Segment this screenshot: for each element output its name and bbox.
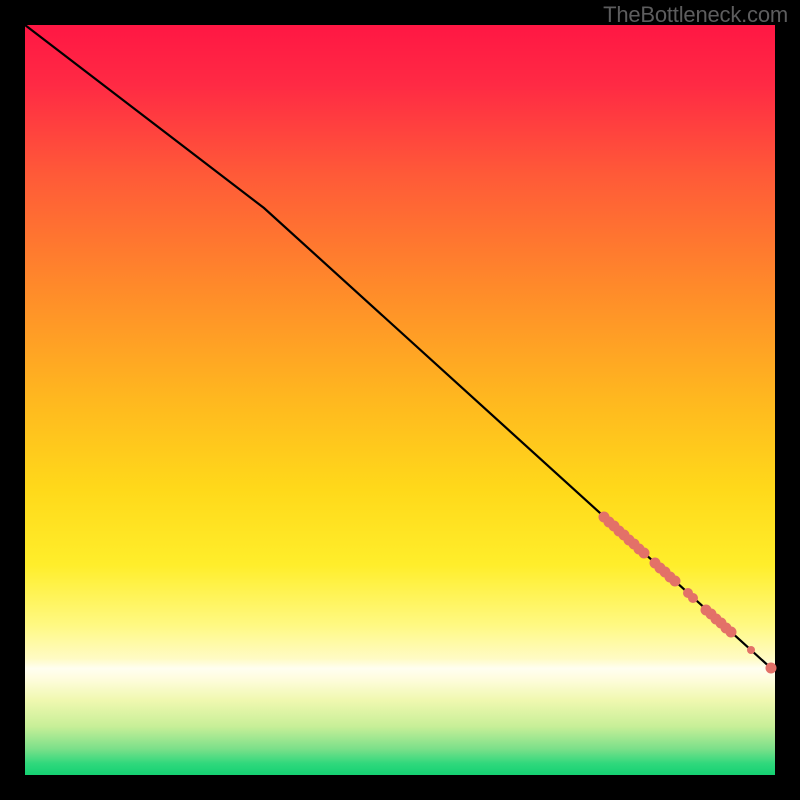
data-marker xyxy=(766,663,777,674)
watermark-text: TheBottleneck.com xyxy=(603,2,788,28)
chart-container: TheBottleneck.com xyxy=(0,0,800,800)
chart-svg xyxy=(0,0,800,800)
data-marker xyxy=(726,627,737,638)
plot-background xyxy=(25,25,775,775)
data-marker xyxy=(747,646,755,654)
data-marker xyxy=(688,593,698,603)
data-marker xyxy=(670,576,681,587)
data-marker xyxy=(639,548,650,559)
